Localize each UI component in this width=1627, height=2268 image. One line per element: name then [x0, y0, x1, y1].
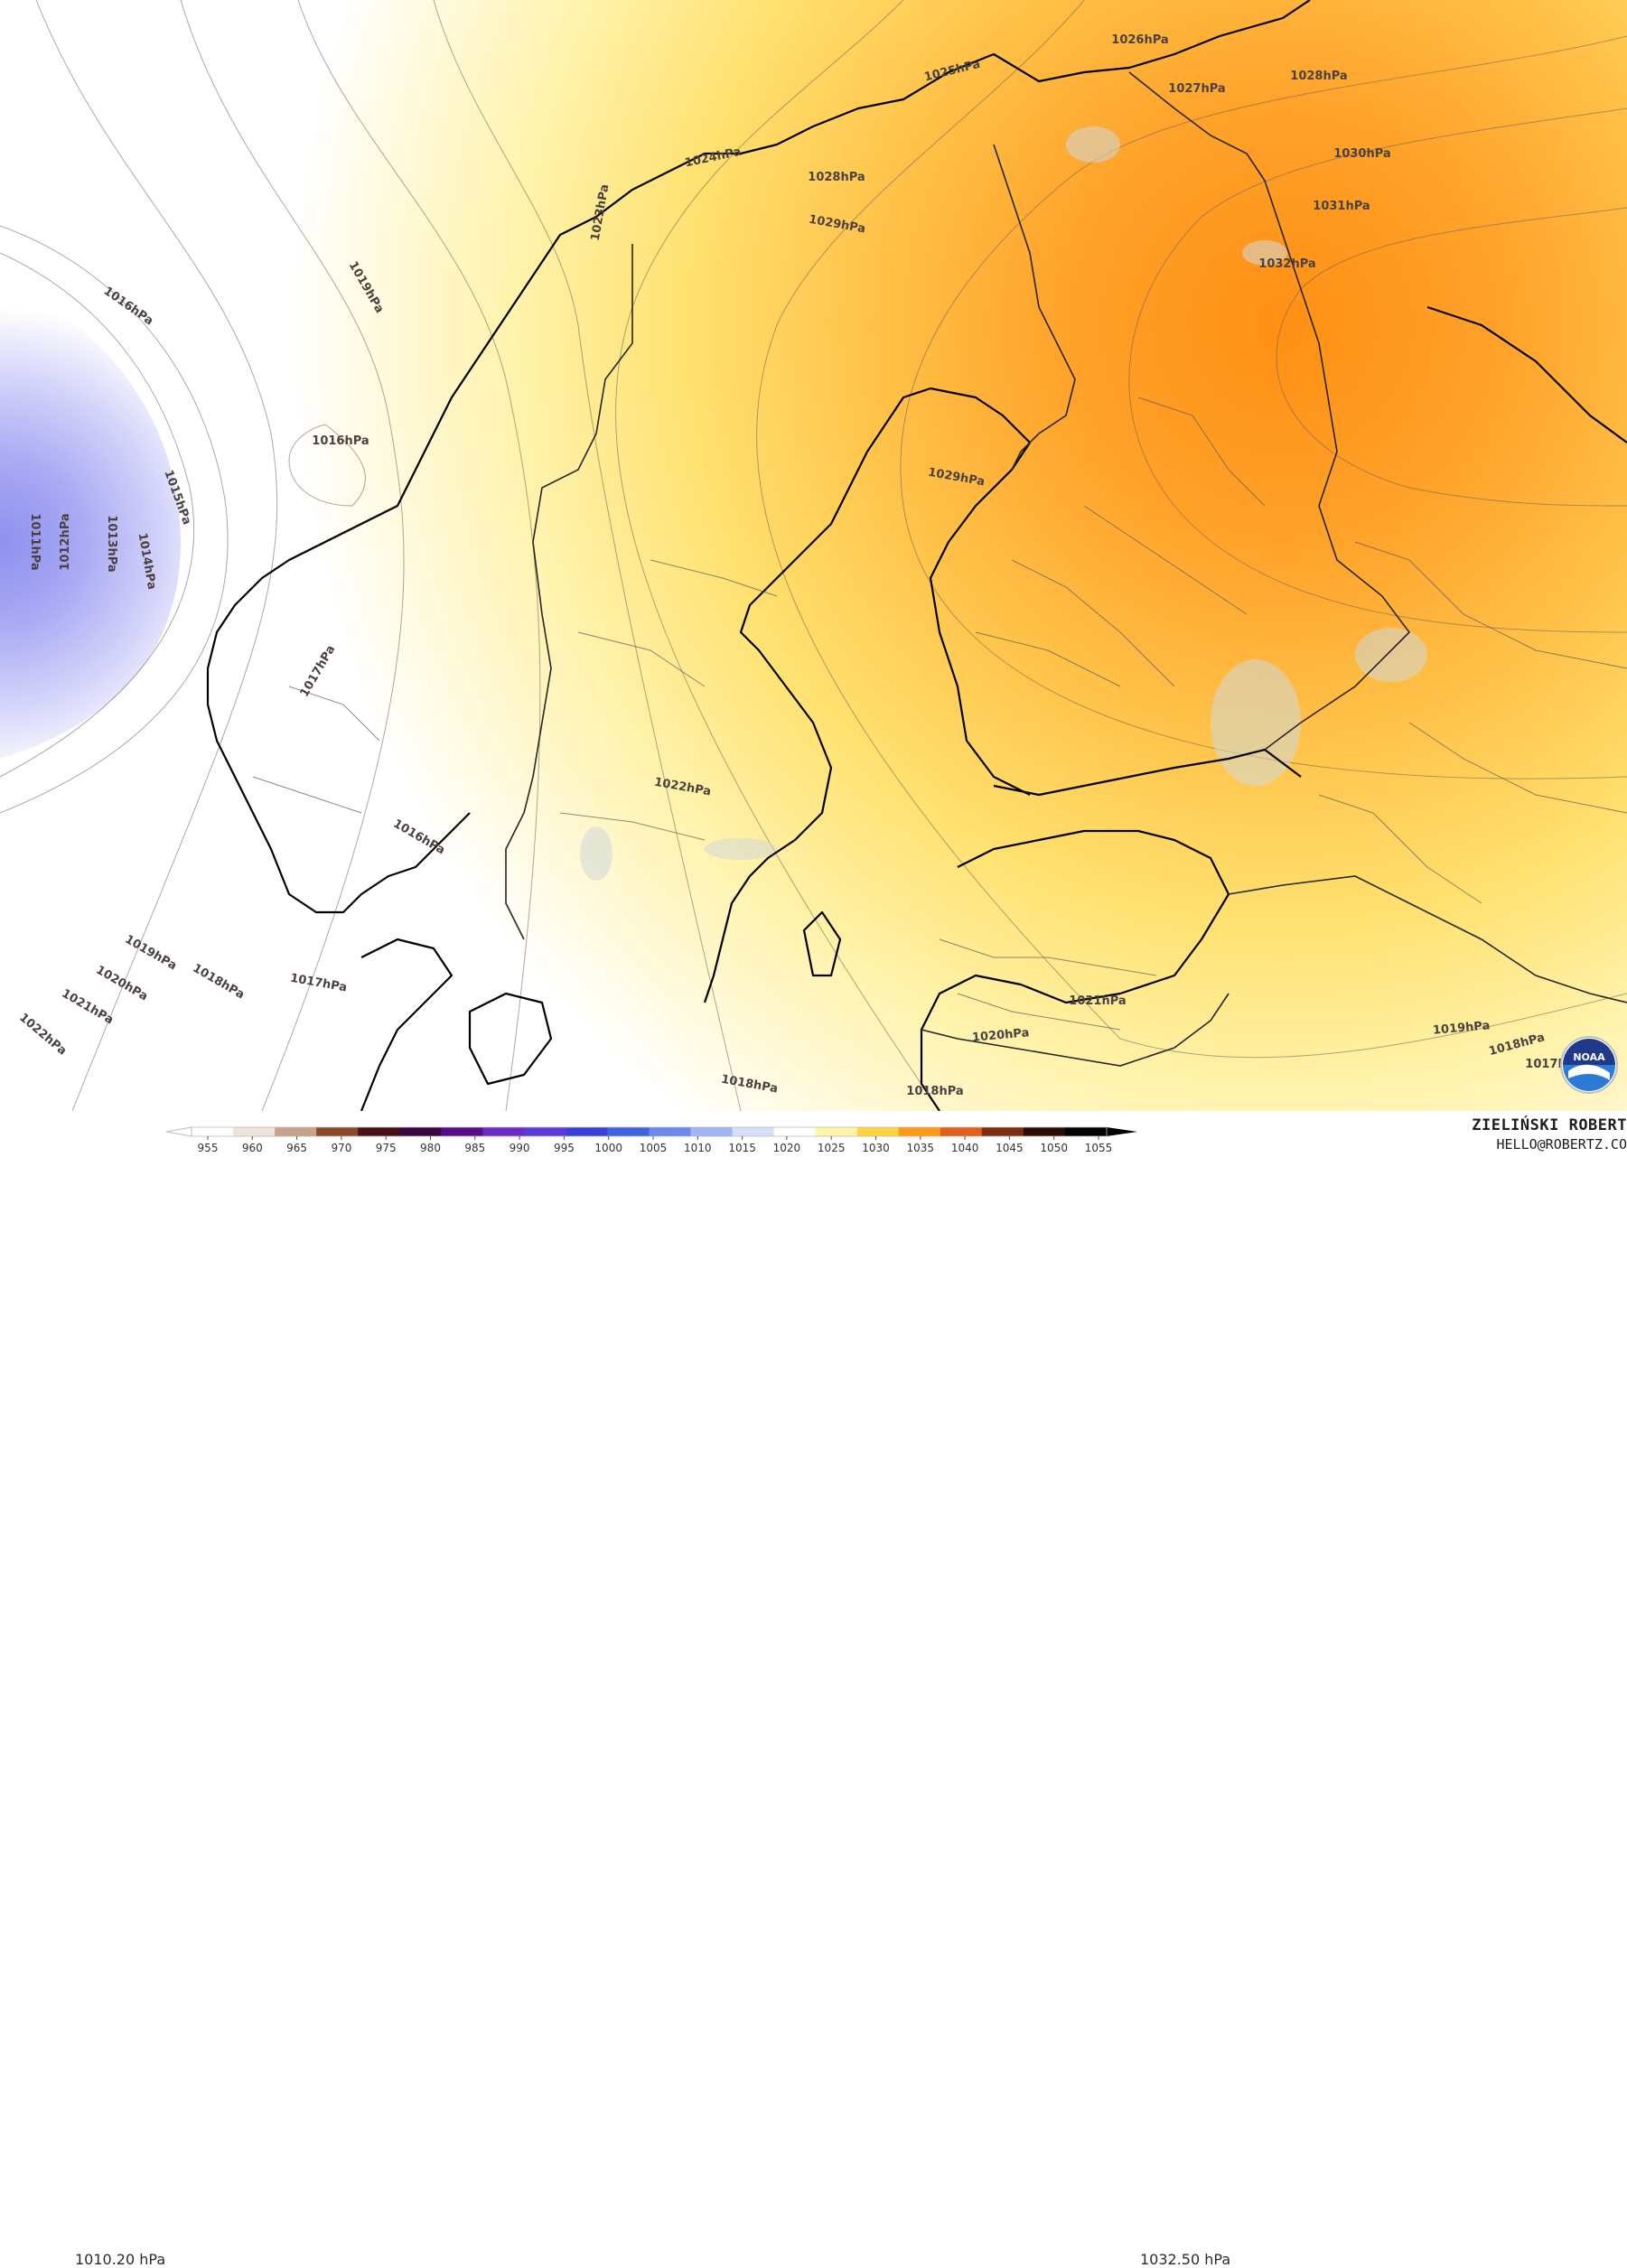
- colorbar-ticks: 955 960 965 970 975 980 985 990 995 1000 1005 1010 1…: [198, 1136, 1113, 1154]
- isobar-lines: [0, 0, 1627, 1111]
- colorbar-tick-label: 1030: [862, 1142, 890, 1154]
- colorbar-tick-label: 1025: [818, 1142, 846, 1154]
- colorbar-tick-label: 970: [331, 1142, 351, 1154]
- colorbar-tick-label: 1005: [640, 1142, 668, 1154]
- colorbar-tick-label: 1050: [1040, 1142, 1068, 1154]
- credit-email[interactable]: HELLO@ROBERTZ.CO: [1496, 1136, 1627, 1153]
- colorbar-swatch: [275, 1127, 317, 1136]
- logo-text: NOAA: [1573, 1051, 1605, 1063]
- isobar-label: 1026hPa: [1111, 33, 1168, 47]
- colorbar-tick-label: 965: [286, 1142, 307, 1154]
- colorbar-swatch: [649, 1127, 692, 1136]
- isobar-label: 1028hPa: [1290, 70, 1347, 83]
- colorbar-swatch: [524, 1127, 566, 1136]
- colorbar-tick-label: 1020: [773, 1142, 801, 1154]
- credit-name: ZIELIŃSKI ROBERT: [1472, 1116, 1627, 1134]
- colorbar-tick-label: 1015: [728, 1142, 756, 1154]
- colorbar-tick-label: 955: [198, 1142, 219, 1154]
- colorbar-swatch: [690, 1127, 734, 1136]
- colorbar-tick-label: 1035: [907, 1142, 935, 1154]
- colorbar-tick-label: 1040: [951, 1142, 979, 1154]
- lakes: [580, 126, 1427, 881]
- isobar-label: 1032hPa: [1258, 257, 1315, 271]
- colorbar-swatch: [482, 1127, 525, 1136]
- noaa-logo: NOAA: [1560, 1036, 1618, 1094]
- colorbar-tick-label: 995: [554, 1142, 575, 1154]
- legend-min-value: 1010.20 hPa: [75, 2251, 166, 2268]
- isobar-label: 1018hPa: [906, 1085, 963, 1098]
- colorbar-swatch: [1064, 1127, 1108, 1136]
- colorbar-swatches: [165, 1126, 1137, 1137]
- country-borders: [505, 71, 1627, 1067]
- colorbar-swatch: [607, 1127, 650, 1136]
- footer: 955 960 965 970 975 980 985 990 995 1000 1005 1010 1…: [0, 1111, 1627, 2268]
- low-pressure-area: [0, 280, 181, 759]
- isobar-label: 1016hPa: [312, 434, 369, 448]
- isobar-label: 1012hPa: [59, 513, 72, 570]
- colorbar-tick-label: 1010: [684, 1142, 712, 1154]
- colorbar-max-arrow: [1107, 1127, 1137, 1136]
- colorbar-swatch: [732, 1127, 775, 1136]
- colorbar-tick-label: 960: [242, 1142, 263, 1154]
- colorbar-tick-label: 985: [464, 1142, 485, 1154]
- colorbar-swatch: [566, 1127, 608, 1136]
- isobar-label: 1019hPa: [1432, 1019, 1490, 1037]
- credit: ZIELIŃSKI ROBERT HELLO@ROBERTZ.CO: [1472, 1116, 1627, 1153]
- colorbar-swatch: [441, 1127, 483, 1136]
- colorbar-swatch: [233, 1127, 276, 1136]
- colorbar-min-arrow: [165, 1126, 192, 1137]
- colorbar-tick-label: 990: [510, 1142, 530, 1154]
- colorbar-tick-label: 980: [420, 1142, 441, 1154]
- isobar-label: 1030hPa: [1333, 147, 1390, 161]
- isobar-label: 1028hPa: [808, 171, 865, 184]
- coastlines: [206, 0, 1627, 1111]
- colorbar-swatch: [856, 1127, 900, 1136]
- colorbar-swatch: [358, 1127, 400, 1136]
- colorbar-swatch: [399, 1127, 442, 1136]
- colorbar-swatch: [940, 1127, 983, 1136]
- colorbar-swatch: [1023, 1127, 1066, 1136]
- legend-max-value: 1032.50 hPa: [1140, 2251, 1231, 2268]
- colorbar-swatch: [815, 1127, 858, 1136]
- colorbar-swatch: [773, 1127, 817, 1136]
- regional-borders: [252, 397, 1627, 1031]
- colorbar: 955 960 965 970 975 980 985 990 995 1000 1005 1010 1…: [165, 1126, 1137, 1154]
- isobar-label: 1027hPa: [1168, 82, 1225, 96]
- colorbar-tick-label: 1000: [594, 1142, 622, 1154]
- colorbar-tick-label: 975: [376, 1142, 397, 1154]
- colorbar-swatch: [981, 1127, 1024, 1136]
- colorbar-swatch: [316, 1127, 359, 1136]
- isobar-label: 1021hPa: [1069, 994, 1126, 1008]
- colorbar-tick-label: 1055: [1085, 1142, 1113, 1154]
- isobar-label: 1020hPa: [971, 1026, 1029, 1044]
- colorbar-tick-label: 1045: [996, 1142, 1024, 1154]
- colorbar-outline: [191, 1126, 1108, 1137]
- isobar-label: 1031hPa: [1313, 200, 1370, 213]
- colorbar-swatch: [192, 1127, 234, 1136]
- isobar-label: 1013hPa: [105, 515, 118, 572]
- colorbar-swatch: [898, 1127, 941, 1136]
- isobar-label: 1011hPa: [28, 513, 42, 570]
